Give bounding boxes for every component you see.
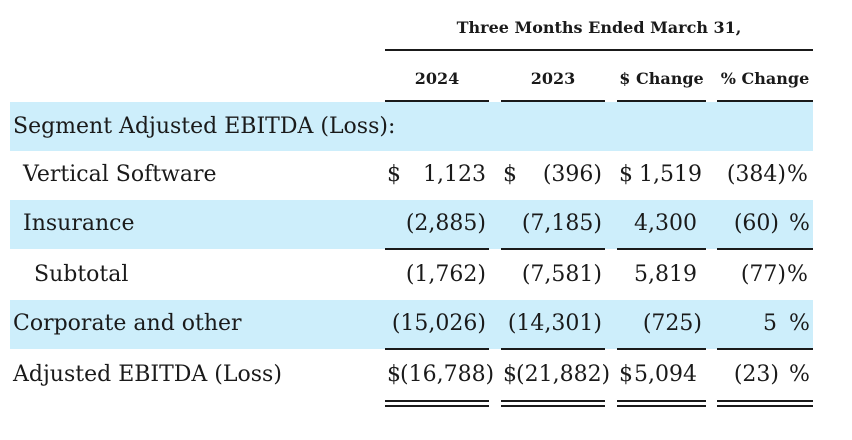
currency-symbol: $ [387,162,401,187]
double-underline [385,400,489,407]
currency-symbol: $ [387,362,401,387]
double-underline [501,400,605,407]
cell-2023: (21,882) [516,362,611,387]
double-underline [617,400,706,407]
cell-dollar-change: 1,519 [639,162,702,187]
cell-dollar-change: 5,819 [634,262,697,287]
column-underline [385,100,489,102]
percent-symbol: % [789,211,810,236]
cell-dollar-change: 4,300 [634,211,697,236]
subtotal-line [717,248,813,250]
row-label: Corporate and other [13,311,242,336]
row-shading [10,200,813,249]
total-line [617,348,706,350]
column-underline [617,100,706,102]
cell-2024: (15,026) [391,311,486,336]
cell-2024: (2,885) [405,211,486,236]
cell-2024: (16,788) [400,362,495,387]
subtotal-line [617,248,706,250]
column-underline [717,100,813,102]
table-row: Adjusted EBITDA (Loss) $ (16,788) $ (21,… [0,362,852,392]
section-title: Segment Adjusted EBITDA (Loss): [13,114,396,139]
row-label: Vertical Software [23,162,217,187]
row-label: Adjusted EBITDA (Loss) [13,362,282,387]
currency-symbol: $ [503,162,517,187]
cell-2024: (1,762) [405,262,486,287]
column-header-percent-change: % Change [720,69,810,88]
column-header-dollar-change: $ Change [619,69,704,88]
percent-symbol: % [787,162,808,187]
table-row: Vertical Software $ 1,123 $ (396) $ 1,51… [0,162,852,192]
currency-symbol: $ [619,362,633,387]
column-header-2023: 2023 [530,69,576,88]
cell-2023: (14,301) [507,311,602,336]
percent-symbol: % [787,262,808,287]
total-line [501,348,605,350]
cell-dollar-change: 5,094 [634,362,697,387]
row-label: Insurance [23,211,135,236]
row-shading [10,102,813,151]
cell-percent-change: (60) [733,211,779,236]
cell-percent-change: (384) [726,162,786,187]
subtotal-line [385,248,489,250]
currency-symbol: $ [503,362,517,387]
row-label: Subtotal [34,262,129,287]
total-line [385,348,489,350]
subtotal-line [501,248,605,250]
percent-symbol: % [789,311,810,336]
double-underline [717,400,813,407]
cell-percent-change: 5 [763,311,777,336]
column-header-2024: 2024 [414,69,460,88]
row-shading [10,300,813,349]
period-header: Three Months Ended March 31, [456,18,742,37]
cell-2023: (7,185) [521,211,602,236]
table-row: Subtotal (1,762) (7,581) 5,819 (77) % [0,262,852,292]
column-underline [501,100,605,102]
cell-2024: 1,123 [423,162,486,187]
table-row: Insurance (2,885) (7,185) 4,300 (60) % [0,211,852,241]
cell-percent-change: (23) [733,362,779,387]
table-row: Corporate and other (15,026) (14,301) (7… [0,311,852,341]
currency-symbol: $ [619,162,633,187]
cell-2023: (7,581) [521,262,602,287]
cell-2023: (396) [542,162,602,187]
percent-symbol: % [789,362,810,387]
period-underline [385,49,813,51]
total-line [717,348,813,350]
cell-percent-change: (77) [740,262,786,287]
cell-dollar-change: (725) [642,311,702,336]
